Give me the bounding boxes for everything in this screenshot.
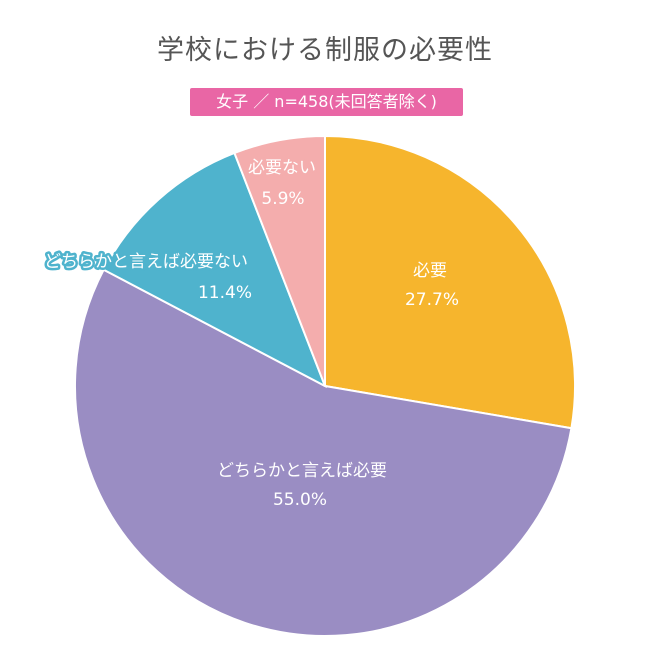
slice-value-dochiraka-hitsuyou: 55.0% [273,490,327,510]
chart-title: 学校における制服の必要性 [157,35,493,66]
slice-label-hitsuyounai: 必要ない [248,158,316,178]
pie-slices [74,134,576,637]
slice-value-dochiraka-hitsuyounai: 11.4% [198,283,252,303]
slice-hitsuyou [324,134,576,430]
slice-dochiraka-hitsuyounai [102,151,327,389]
slice-label-dochiraka-hitsuyounai: どちらかと言えば必要ない [44,252,248,272]
slice-label-dochiraka-hitsuyou: どちらかと言えば必要 [217,461,387,481]
slice-hitsuyounai [233,134,326,387]
slice-label-hitsuyou: 必要 [413,261,447,281]
slice-dochiraka-hitsuyou [74,268,573,637]
slice-value-hitsuyou: 27.7% [405,290,459,310]
chart-subtitle-badge: 女子 ／ n=458(未回答者除く) [190,88,463,116]
slice-value-hitsuyounai: 5.9% [261,189,304,209]
